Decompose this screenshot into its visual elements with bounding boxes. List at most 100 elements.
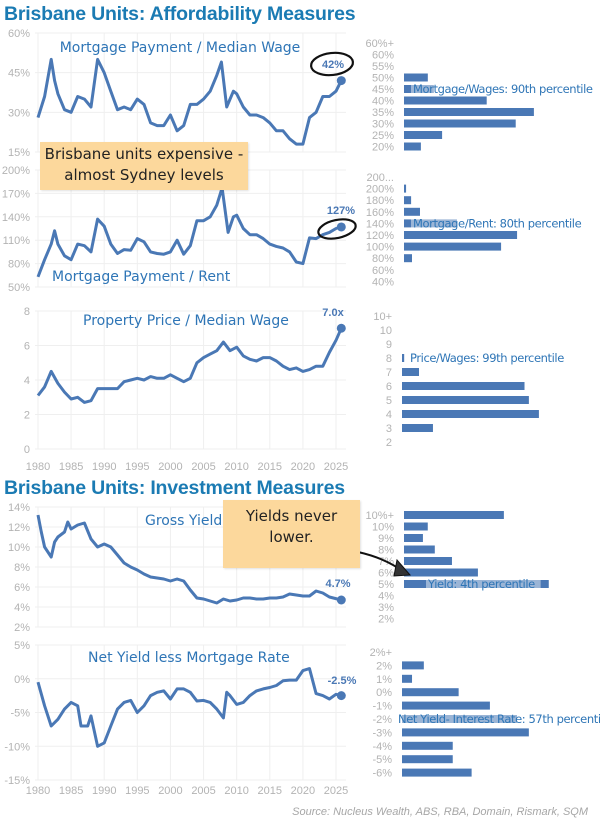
histogram-category-label: 45% bbox=[372, 84, 394, 96]
histogram-bar bbox=[404, 242, 502, 251]
histogram-category-label: 30% bbox=[372, 119, 394, 131]
chart-panel-4: 5% 0% -5% -10% -15%1980 1985 1990 1995 2000 2005 2… bbox=[4, 640, 356, 797]
series-line bbox=[36, 57, 343, 146]
histogram-category-label: 3% bbox=[378, 602, 394, 614]
source-note: Source: Nucleus Wealth, ABS, RBA, Domain… bbox=[292, 806, 588, 818]
histogram-bar bbox=[404, 85, 434, 93]
percentile-annotation: Net Yield- Interest Rate: 57th percentil… bbox=[398, 712, 600, 726]
note-yields-line-2: lower. bbox=[269, 528, 314, 546]
annotation-backdrop bbox=[396, 712, 598, 725]
histogram-bar bbox=[404, 511, 504, 519]
histogram-category-label: 140% bbox=[366, 218, 394, 230]
end-value-label: 4.7% bbox=[325, 578, 350, 590]
panel-title: Property Price / Median Wage bbox=[83, 313, 289, 329]
y-tick-label: 4% bbox=[14, 602, 30, 614]
histogram-category-label: 6% bbox=[378, 568, 394, 580]
x-tick-label: 1980 bbox=[26, 785, 50, 797]
histogram-bar bbox=[404, 73, 428, 82]
histogram-category-label: 10+ bbox=[373, 311, 392, 323]
note-yields: Yields never lower. bbox=[223, 500, 360, 568]
y-tick-label: 140% bbox=[2, 212, 30, 224]
x-tick-label: 1990 bbox=[92, 785, 116, 797]
histogram-category-label: 4 bbox=[386, 409, 392, 421]
histogram-category-label: 10% bbox=[372, 522, 394, 534]
x-tick-label: 2000 bbox=[158, 461, 182, 473]
x-tick-label: 2025 bbox=[324, 461, 348, 473]
x-tick-label: 2010 bbox=[224, 785, 248, 797]
annotation-backdrop bbox=[411, 82, 581, 95]
percentile-annotation: Mortgage/Rent: 80th percentile bbox=[413, 216, 582, 230]
y-tick-label: 10% bbox=[8, 542, 30, 554]
histogram-bar bbox=[402, 728, 529, 737]
percentile-annotation: Price/Wages: 99th percentile bbox=[410, 351, 564, 365]
x-tick-label: 1995 bbox=[125, 785, 149, 797]
y-tick-label: 30% bbox=[8, 107, 30, 119]
chart-panel-0: 60% 45% 30% 15% Mortgage Payment / Median Wa… bbox=[8, 28, 346, 159]
hand-drawn-circle-icon bbox=[317, 218, 357, 240]
histogram-category-label: 200% bbox=[366, 184, 394, 196]
histogram-category-label: 100% bbox=[366, 242, 394, 254]
histogram-bar bbox=[402, 701, 490, 710]
y-tick-label: 0 bbox=[24, 444, 30, 456]
y-tick-label: -10% bbox=[4, 741, 30, 753]
histogram-bar bbox=[402, 674, 413, 683]
y-tick-label: 80% bbox=[8, 259, 30, 271]
x-tick-label: 1995 bbox=[125, 461, 149, 473]
histogram-category-label: 3 bbox=[386, 423, 392, 435]
histogram-bar bbox=[404, 254, 412, 263]
series-line bbox=[36, 514, 342, 605]
histogram-category-label: 10 bbox=[380, 325, 392, 337]
x-tick-label: 1980 bbox=[26, 461, 50, 473]
y-tick-label: -15% bbox=[4, 775, 30, 787]
histogram-category-label: 35% bbox=[372, 107, 394, 119]
histogram-bar bbox=[402, 715, 518, 723]
histogram-category-label: 55% bbox=[372, 61, 394, 73]
histogram-bar bbox=[404, 545, 435, 554]
histogram-category-label: 7 bbox=[386, 367, 392, 379]
percentile-annotation: Yield: 4th percentile bbox=[427, 577, 535, 591]
x-tick-label: 2010 bbox=[224, 461, 248, 473]
annotation-backdrop bbox=[411, 216, 575, 230]
histogram-category-label: 2% bbox=[378, 614, 394, 626]
histogram-category-label: 5% bbox=[378, 579, 394, 591]
histogram-category-label: 1% bbox=[376, 674, 392, 686]
x-tick-label: 2015 bbox=[258, 785, 282, 797]
panel-title: Net Yield less Mortgage Rate bbox=[88, 650, 290, 666]
histogram-bar bbox=[404, 142, 421, 151]
series-line bbox=[36, 667, 342, 748]
arrow-head-icon bbox=[393, 558, 412, 577]
series-line bbox=[36, 327, 343, 404]
panel-title: Mortgage Payment / Median Wage bbox=[60, 40, 301, 56]
histogram-category-label: 20% bbox=[372, 142, 394, 154]
histogram-bar bbox=[404, 580, 549, 588]
x-tick-label: 2000 bbox=[158, 785, 182, 797]
series-line bbox=[36, 186, 342, 278]
y-tick-label: 5% bbox=[14, 640, 30, 652]
histogram-category-label: -4% bbox=[372, 741, 392, 753]
hand-drawn-circle-icon bbox=[309, 51, 355, 77]
end-point-marker bbox=[336, 691, 346, 701]
end-point-marker bbox=[336, 595, 346, 605]
y-tick-label: 6% bbox=[14, 582, 30, 594]
histogram-bar bbox=[402, 741, 453, 750]
histogram-category-label: 60%+ bbox=[366, 38, 394, 50]
histogram-bar bbox=[402, 424, 433, 432]
histogram-bar bbox=[404, 568, 478, 577]
affordability-title: Brisbane Units: Affordability Measures bbox=[4, 3, 356, 25]
histogram-bar bbox=[402, 661, 424, 670]
histogram-bar bbox=[402, 410, 539, 418]
y-tick-label: 12% bbox=[8, 522, 30, 534]
histogram-category-label: 160% bbox=[366, 207, 394, 219]
histogram-bar bbox=[402, 354, 405, 362]
y-tick-label: 2 bbox=[24, 410, 30, 422]
histogram-bar bbox=[402, 688, 459, 697]
end-value-label: -2.5% bbox=[328, 675, 357, 687]
histogram-category-label: -5% bbox=[372, 754, 392, 766]
histogram-category-label: 9 bbox=[386, 339, 392, 351]
panel-title: Gross Yield bbox=[145, 513, 222, 529]
histogram-bar bbox=[404, 184, 407, 193]
histogram-bar bbox=[404, 131, 443, 139]
histogram-category-label: 8 bbox=[386, 353, 392, 365]
panel-title: Mortgage Payment / Rent bbox=[52, 269, 231, 285]
